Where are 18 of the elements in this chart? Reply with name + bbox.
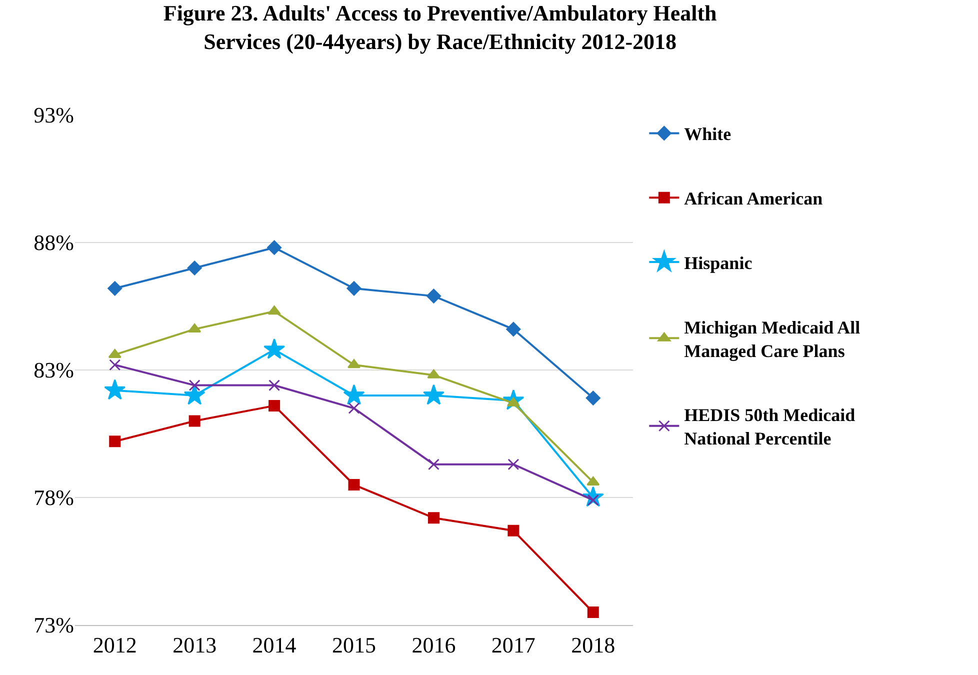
y-tick-label: 78%: [34, 485, 74, 510]
x-tick-label: 2017: [491, 632, 536, 658]
legend-label: White: [684, 124, 732, 144]
legend-label: HEDIS 50th Medicaid National Percentile: [684, 405, 856, 449]
legend-label: African American: [684, 188, 823, 209]
x-tick-label: 2014: [252, 632, 296, 658]
x-tick-label: 2013: [172, 632, 217, 658]
y-tick-label: 83%: [34, 358, 74, 383]
y-tick-label: 73%: [34, 612, 74, 638]
chart-title: Figure 23. Adults' Access to Preventive/Ambulatory Health Services (20-44years) by Race/Ethnicity 2012-2018: [163, 0, 717, 54]
y-tick-label: 88%: [34, 230, 74, 256]
legend-label: Michigan Medicaid All Managed Care Plans: [684, 317, 860, 361]
y-tick-label: 93%: [34, 102, 74, 128]
legend-label: Hispanic: [684, 253, 752, 274]
x-tick-label: 2018: [571, 632, 616, 658]
x-tick-label: 2016: [412, 632, 456, 658]
x-tick-label: 2012: [92, 632, 137, 658]
x-tick-label: 2015: [332, 632, 376, 658]
